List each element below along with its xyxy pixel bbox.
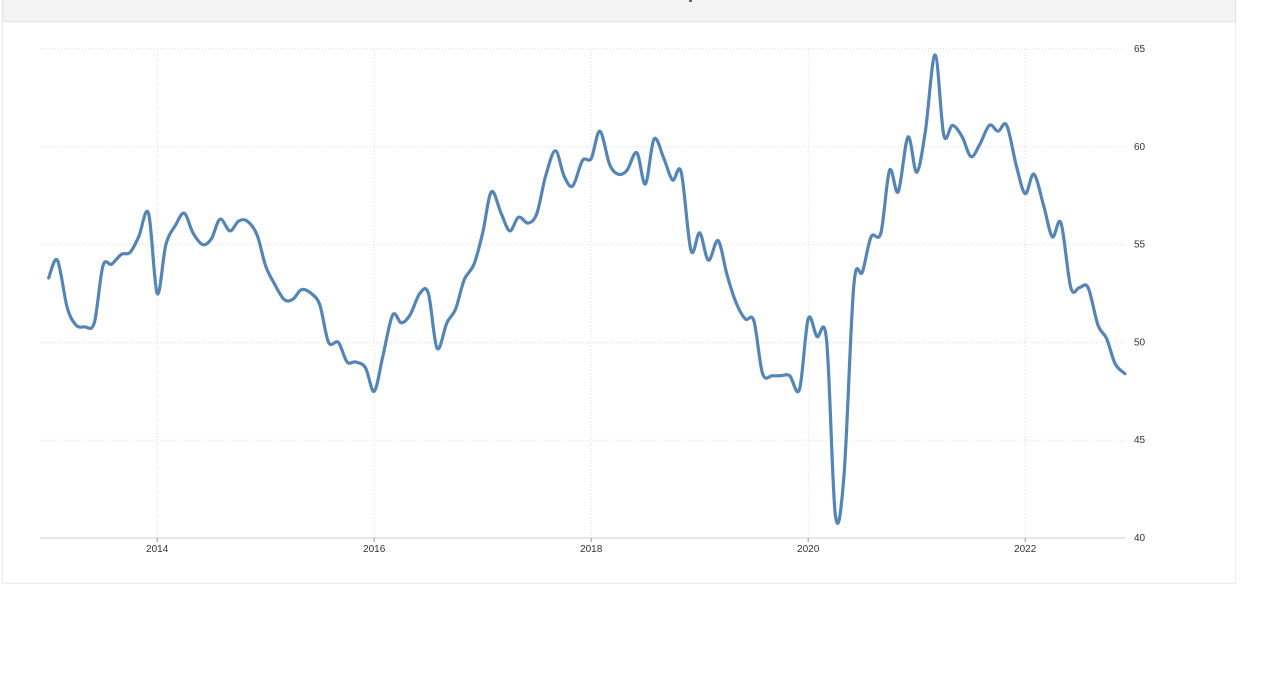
x-tick-label: 2018 bbox=[580, 544, 603, 555]
y-tick-label: 65 bbox=[1134, 44, 1146, 55]
y-tick-label: 50 bbox=[1134, 337, 1146, 348]
y-tick-label: 45 bbox=[1134, 435, 1146, 446]
chart-header-bar bbox=[2, 0, 1236, 22]
y-axis-ticks: 40 45 50 55 60 65 bbox=[1134, 44, 1146, 544]
x-tick-label: 2016 bbox=[363, 544, 386, 555]
chart-grid bbox=[40, 48, 1125, 542]
chart-panel bbox=[2, 22, 1236, 584]
chart-series bbox=[47, 53, 1127, 525]
y-tick-label: 60 bbox=[1134, 142, 1146, 153]
x-tick-label: 2020 bbox=[797, 544, 820, 555]
y-tick-label: 40 bbox=[1134, 533, 1146, 544]
header-title-fragment bbox=[689, 0, 692, 2]
series-line bbox=[47, 53, 1127, 525]
x-tick-label: 2014 bbox=[146, 544, 169, 555]
x-tick-label: 2022 bbox=[1014, 544, 1037, 555]
x-axis-ticks: 2014 2016 2018 2020 2022 bbox=[146, 544, 1037, 555]
y-tick-label: 55 bbox=[1134, 240, 1146, 251]
